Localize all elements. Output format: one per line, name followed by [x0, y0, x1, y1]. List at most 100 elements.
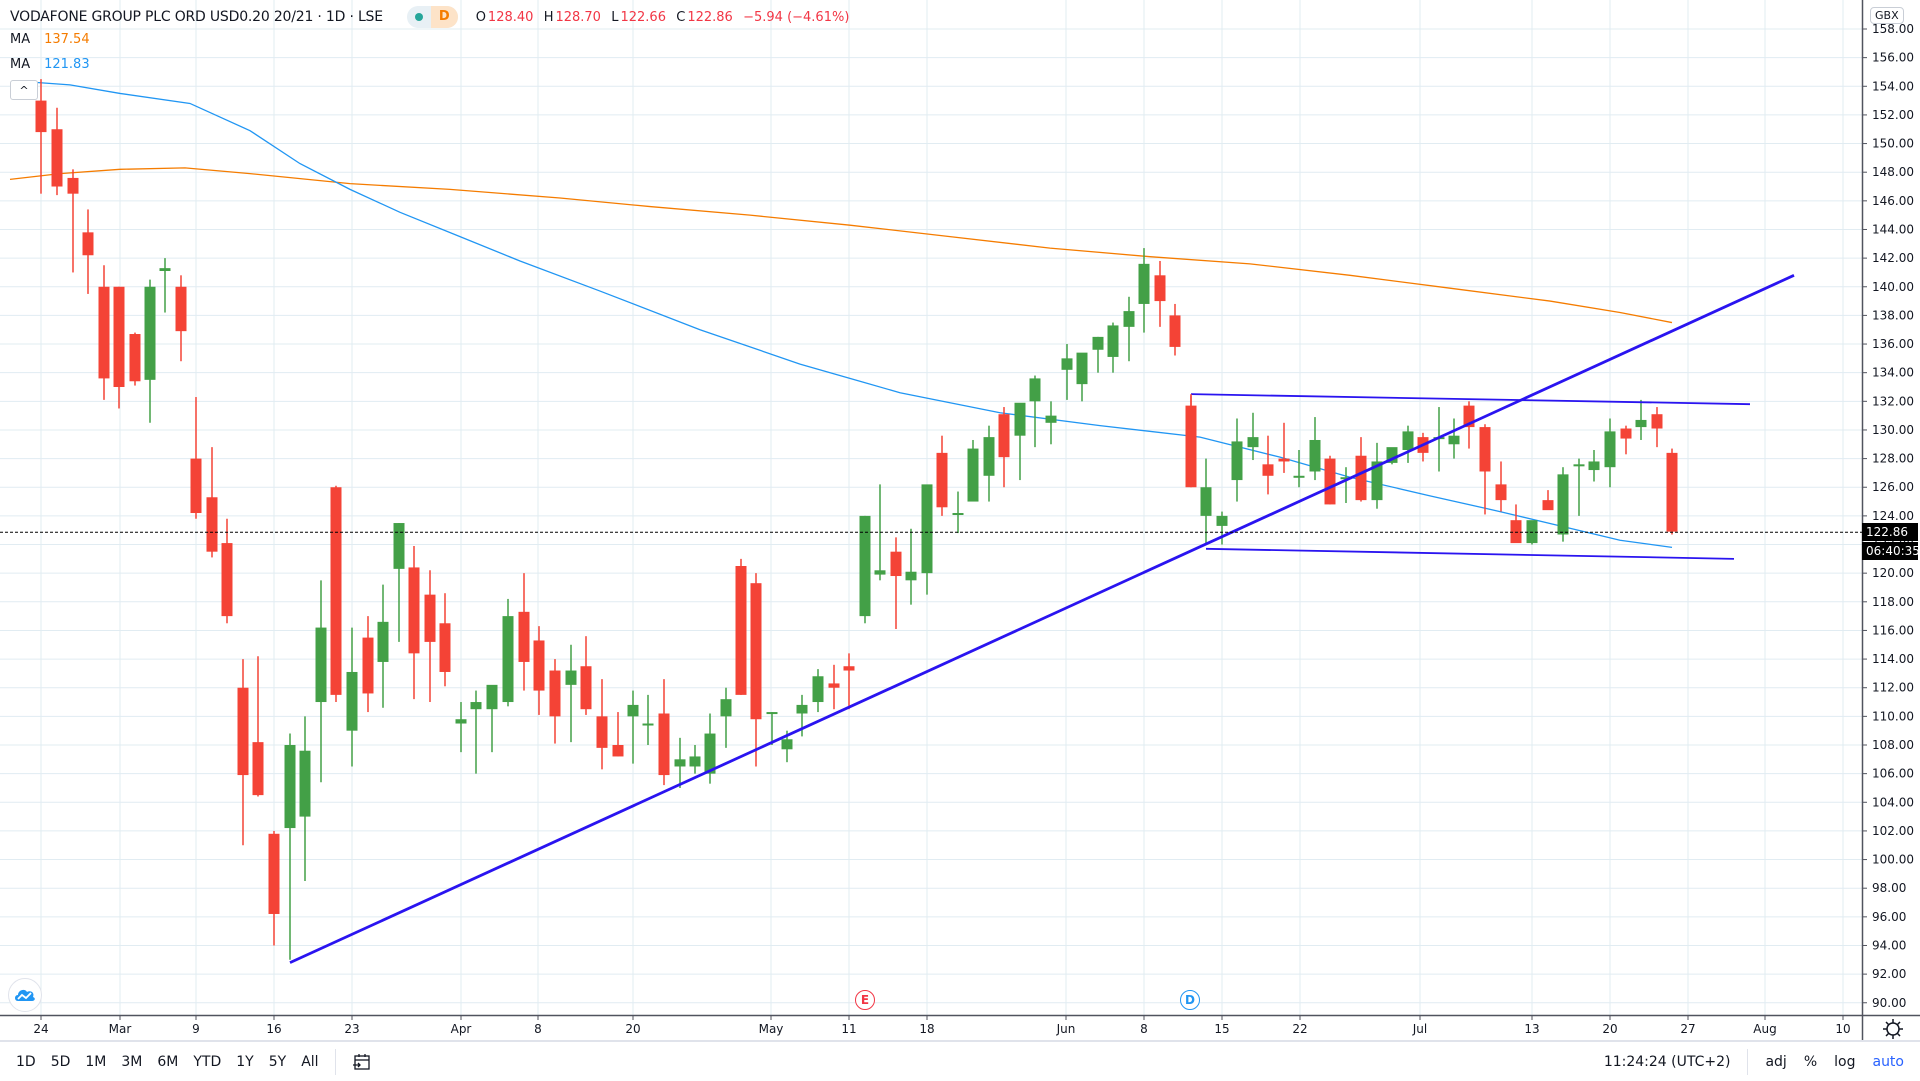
time-tick-label: 24: [33, 1022, 48, 1036]
ma-long-legend[interactable]: MA 137.54: [10, 32, 90, 47]
price-tick-label: 146.00: [1872, 194, 1914, 208]
price-tick-label: 90.00: [1872, 996, 1906, 1010]
auto-scale-toggle[interactable]: auto: [1872, 1053, 1904, 1070]
candle: [1293, 450, 1305, 488]
settings-gear-icon[interactable]: [1882, 1018, 1904, 1040]
high-value: 128.70: [555, 9, 601, 25]
candle: [1014, 402, 1026, 481]
log-scale-toggle[interactable]: log: [1834, 1053, 1856, 1070]
candle: [237, 659, 249, 846]
price-axis[interactable]: 158.00 156.00 154.00 152.00 150.00 148.00 146.…: [1862, 22, 1914, 1010]
time-axis[interactable]: 24 Mar 9 16 23 Apr 8 20 May 11 18 Jun 8 15 22 Jul 13 20 27…: [33, 1015, 1851, 1036]
candle: [983, 425, 995, 502]
candle: [952, 491, 964, 534]
collapse-legend-button[interactable]: ^: [10, 80, 38, 100]
price-tick-label: 94.00: [1872, 938, 1906, 952]
range-all[interactable]: All: [301, 1053, 319, 1070]
currency-label[interactable]: GBX: [1870, 7, 1904, 24]
candle: [502, 598, 514, 707]
candle: [518, 573, 530, 691]
candle: [1216, 511, 1228, 545]
price-tick-label: 126.00: [1872, 480, 1914, 494]
time-tick-label: 8: [1140, 1022, 1148, 1036]
price-tick-label: 136.00: [1872, 337, 1914, 351]
candle: [268, 830, 280, 946]
time-tick-label: 18: [919, 1022, 934, 1036]
candle: [299, 716, 311, 882]
candle: [1510, 504, 1522, 544]
candle: [1061, 344, 1073, 400]
price-tick-label: 116.00: [1872, 623, 1914, 637]
time-tick-label: Jul: [1412, 1022, 1427, 1036]
time-tick-label: 10: [1835, 1022, 1850, 1036]
go-to-date-icon[interactable]: [352, 1052, 372, 1072]
market-status-badge[interactable]: D: [406, 6, 458, 28]
price-tick-label: 128.00: [1872, 452, 1914, 466]
price-tick-label: 112.00: [1872, 681, 1914, 695]
candle: [1386, 447, 1398, 465]
ma-long-value: 137.54: [44, 32, 90, 47]
price-tick-label: 142.00: [1872, 251, 1914, 265]
candle: [580, 636, 592, 715]
time-tick-label: Apr: [451, 1022, 472, 1036]
candle: [905, 528, 917, 605]
candle: [750, 573, 762, 767]
clock-timezone[interactable]: 11:24:24 (UTC+2): [1603, 1053, 1731, 1070]
candle: [98, 265, 110, 400]
time-tick-label: 11: [841, 1022, 856, 1036]
percent-scale-toggle[interactable]: %: [1803, 1053, 1818, 1070]
range-1m[interactable]: 1M: [85, 1053, 107, 1070]
candle: [967, 439, 979, 502]
time-tick-label: 9: [192, 1022, 200, 1036]
candle: [998, 407, 1010, 488]
change-value: −5.94 (−4.61%): [743, 9, 850, 25]
earnings-marker[interactable]: E: [855, 990, 875, 1010]
time-tick-label: 20: [1602, 1022, 1617, 1036]
candle: [393, 523, 405, 642]
range-5y[interactable]: 5Y: [268, 1053, 287, 1070]
adjust-dividends-toggle[interactable]: adj: [1765, 1053, 1787, 1070]
candle: [455, 702, 467, 753]
price-tick-label: 96.00: [1872, 910, 1906, 924]
candle: [890, 537, 902, 630]
candle: [346, 627, 358, 767]
low-label: L: [611, 9, 619, 25]
candle: [1200, 458, 1212, 545]
candle: [1651, 407, 1663, 448]
range-1d[interactable]: 1D: [16, 1053, 36, 1070]
candle: [828, 664, 840, 710]
range-ytd[interactable]: YTD: [193, 1053, 222, 1070]
ma-short-legend[interactable]: MA 121.83: [10, 57, 90, 72]
candle: [129, 332, 141, 386]
candle: [533, 626, 545, 715]
channel-top-trendline[interactable]: [1190, 393, 1751, 406]
range-1y[interactable]: 1Y: [236, 1053, 254, 1070]
last-price-label: 122.86: [1862, 523, 1918, 541]
price-tick-label: 108.00: [1872, 738, 1914, 752]
tradingview-logo[interactable]: [8, 978, 42, 1012]
candle: [1154, 260, 1166, 327]
candle: [82, 209, 94, 294]
candle: [206, 447, 218, 558]
price-tick-label: 154.00: [1872, 79, 1914, 93]
candle: [1340, 467, 1352, 503]
rising-support-trendline[interactable]: [289, 274, 1795, 964]
candle: [35, 79, 47, 194]
range-5d[interactable]: 5D: [50, 1053, 71, 1070]
time-tick-label: Mar: [109, 1022, 132, 1036]
ma-short-line: [29, 81, 1673, 549]
price-tick-label: 148.00: [1872, 165, 1914, 179]
price-tick-label: 138.00: [1872, 308, 1914, 322]
range-3m[interactable]: 3M: [121, 1053, 143, 1070]
high-label: H: [543, 9, 554, 25]
candle: [1262, 435, 1274, 495]
channel-bottom-trendline[interactable]: [1205, 547, 1735, 560]
candle: [1604, 418, 1616, 488]
symbol-title[interactable]: VODAFONE GROUP PLC ORD USD0.20 20/21 · 1…: [10, 9, 383, 25]
dividend-marker[interactable]: D: [1180, 990, 1200, 1010]
candle: [113, 286, 125, 409]
range-6m[interactable]: 6M: [157, 1053, 179, 1070]
logo-icon: [15, 989, 35, 1001]
time-tick-label: 23: [344, 1022, 359, 1036]
